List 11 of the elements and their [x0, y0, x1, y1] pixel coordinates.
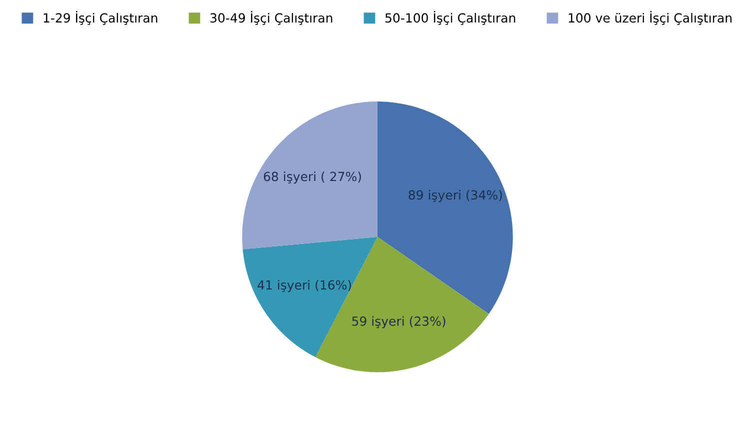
data-label: 59 işyeri (23%) — [352, 316, 446, 328]
legend-label: 50-100 İşçi Çalıştıran — [385, 11, 516, 25]
data-label: 41 işyeri (16%) — [258, 280, 351, 292]
pie-slice — [242, 102, 378, 250]
legend-label: 30-49 İşçi Çalıştıran — [210, 11, 332, 25]
legend-label: 100 ve üzeri İşçi Çalıştıran — [568, 11, 732, 25]
pie-slice — [315, 236, 489, 372]
legend-label: 1-29 İşçi Çalıştıran — [44, 11, 158, 25]
data-label: 89 işyeri (34%) — [408, 190, 502, 202]
pie-slice — [378, 102, 513, 314]
data-label: 68 işyeri ( 27%) — [264, 172, 361, 184]
